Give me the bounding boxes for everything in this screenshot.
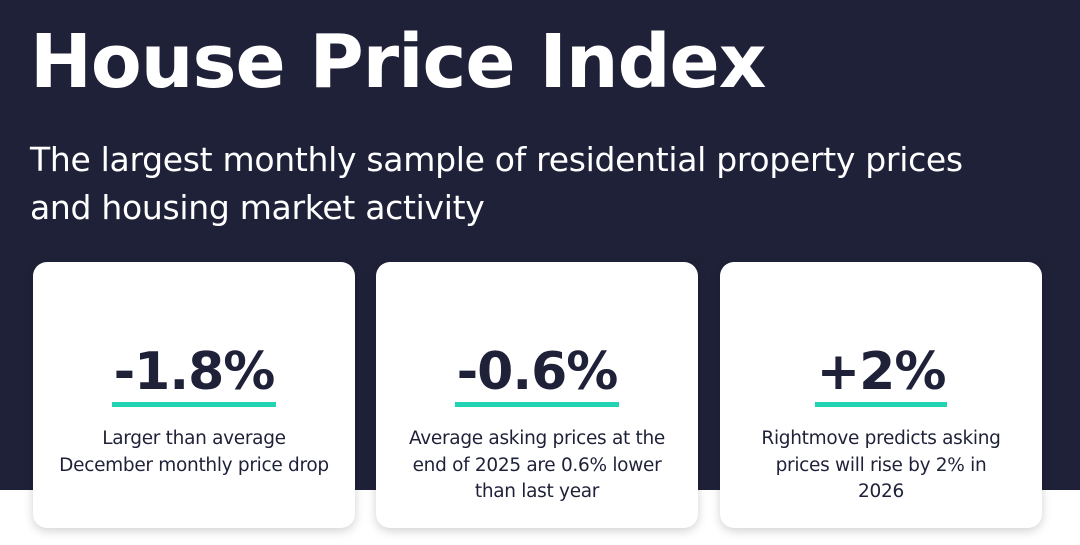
stat-description: Larger than average December monthly pri… (59, 428, 329, 476)
stat-card-annual-change: -0.6% Average asking prices at the end o… (376, 262, 698, 528)
stat-value-wrapper: +2% (720, 342, 1042, 412)
stat-value-wrapper: -1.8% (33, 342, 355, 412)
page-subtitle: The largest monthly sample of residentia… (30, 140, 963, 227)
stat-value: -0.6% (454, 342, 620, 407)
stat-description: Average asking prices at the end of 2025… (408, 428, 666, 502)
page-title: House Price Index (30, 19, 766, 105)
stat-card-forecast: +2% Rightmove predicts asking prices wil… (720, 262, 1042, 528)
stat-card-monthly-drop: -1.8% Larger than average December month… (33, 262, 355, 528)
stat-description: Rightmove predicts asking prices will ri… (761, 428, 1001, 502)
stat-value: +2% (814, 342, 948, 407)
stat-value: -1.8% (111, 342, 277, 407)
stat-value-wrapper: -0.6% (376, 342, 698, 412)
